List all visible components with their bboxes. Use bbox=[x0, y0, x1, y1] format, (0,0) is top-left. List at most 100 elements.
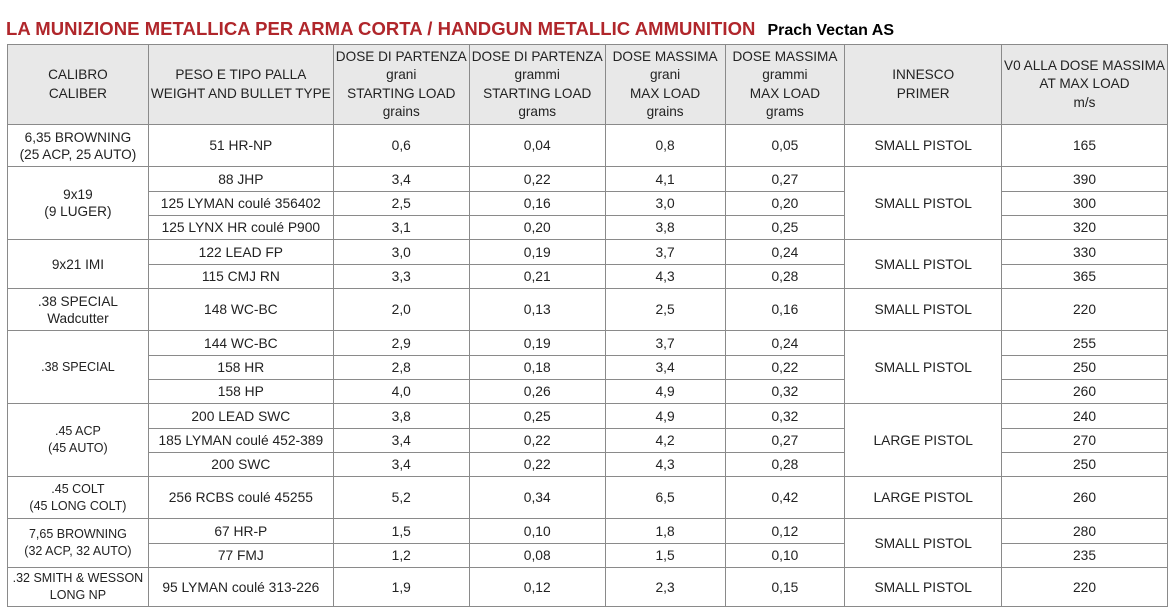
bullet-cell: 144 WC-BC bbox=[147, 330, 334, 356]
header-start-grains: DOSE DI PARTENZA grani STARTING LOAD grains bbox=[332, 44, 470, 125]
bullet-cell: 115 CMJ RN bbox=[147, 264, 334, 289]
max-grains-cell: 3,4 bbox=[604, 355, 726, 380]
header-line: DOSE MASSIMA bbox=[732, 48, 838, 64]
max-grams-cell: 0,16 bbox=[724, 288, 846, 331]
velocity-cell: 220 bbox=[1001, 567, 1168, 607]
velocity-cell: 280 bbox=[1001, 518, 1168, 544]
max-grains-cell: 0,8 bbox=[604, 124, 726, 167]
header-line: AT MAX LOAD bbox=[1039, 76, 1130, 92]
primer-cell: SMALL PISTOL bbox=[844, 239, 1002, 289]
start-grams-cell: 0,25 bbox=[468, 403, 606, 429]
caliber-line: (9 LUGER) bbox=[44, 204, 112, 219]
start-grains-cell: 0,6 bbox=[332, 124, 470, 167]
caliber-cell: .32 SMITH & WESSON LONG NP bbox=[7, 567, 149, 607]
velocity-cell: 235 bbox=[1001, 543, 1168, 568]
caliber-line: .38 SPECIAL bbox=[37, 293, 118, 309]
table-row: 77 FMJ 1,2 0,08 1,5 0,10 235 bbox=[8, 543, 1168, 568]
caliber-line: 9x19 bbox=[63, 187, 93, 202]
header-line: grammi bbox=[514, 67, 560, 83]
header-velocity: V0 ALLA DOSE MASSIMA AT MAX LOAD m/s bbox=[1001, 44, 1168, 125]
start-grains-cell: 3,8 bbox=[332, 403, 470, 429]
max-grains-cell: 1,5 bbox=[604, 543, 726, 568]
header-line: grains bbox=[382, 103, 420, 119]
header-line: V0 ALLA DOSE MASSIMA bbox=[1004, 58, 1165, 74]
start-grains-cell: 3,1 bbox=[332, 215, 470, 240]
header-line: STARTING LOAD bbox=[483, 85, 592, 101]
start-grams-cell: 0,34 bbox=[468, 476, 606, 519]
max-grams-cell: 0,32 bbox=[724, 379, 846, 404]
table-row: .38 SPECIAL 144 WC-BC 2,9 0,19 3,7 0,24 SMALL … bbox=[7, 330, 1168, 404]
start-grams-cell: 0,08 bbox=[468, 543, 606, 568]
start-grains-cell: 1,2 bbox=[332, 543, 470, 568]
start-grains-cell: 3,4 bbox=[332, 428, 470, 453]
page-title: LA MUNIZIONE METALLICA PER ARMA CORTA / … bbox=[6, 18, 756, 39]
max-grains-cell: 2,5 bbox=[604, 288, 726, 331]
primer-cell: LARGE PISTOL bbox=[844, 476, 1002, 519]
ammunition-table: CALIBRO CALIBER PESO E TIPO PALLA WEIGHT AN… bbox=[7, 44, 1168, 607]
max-grains-cell: 4,3 bbox=[604, 452, 726, 477]
table-body: 6,35 BROWNING (25 ACP, 25 AUTO) 51 HR-NP 0,… bbox=[7, 124, 1168, 607]
table-row: 125 LYMAN coulé 356402 2,5 0,16 3,0 0,20 300 bbox=[8, 191, 1168, 216]
table-row: 158 HR 2,8 0,18 3,4 0,22 250 bbox=[8, 355, 1168, 380]
header-primer: INNESCO PRIMER bbox=[844, 44, 1002, 125]
start-grains-cell: 3,4 bbox=[332, 452, 470, 477]
bullet-cell: 67 HR-P bbox=[147, 518, 334, 544]
velocity-cell: 300 bbox=[1001, 191, 1168, 216]
velocity-cell: 220 bbox=[1001, 288, 1168, 331]
table-row: 125 LYNX HR coulé P900 3,1 0,20 3,8 0,25 320 bbox=[8, 215, 1168, 240]
caliber-cell: .38 SPECIAL bbox=[7, 330, 149, 404]
header-caliber: CALIBRO CALIBER bbox=[7, 44, 149, 125]
table-row: 6,35 BROWNING (25 ACP, 25 AUTO) 51 HR-NP 0,… bbox=[7, 124, 1168, 167]
velocity-cell: 260 bbox=[1001, 379, 1168, 404]
caliber-line: 7,65 BROWNING bbox=[28, 527, 127, 541]
start-grains-cell: 2,9 bbox=[332, 330, 470, 356]
bullet-cell: 77 FMJ bbox=[147, 543, 334, 568]
header-line: CALIBER bbox=[48, 85, 107, 101]
velocity-cell: 255 bbox=[1001, 330, 1168, 356]
header-line: STARTING LOAD bbox=[347, 85, 456, 101]
primer-cell: LARGE PISTOL bbox=[844, 403, 1002, 477]
start-grains-cell: 3,0 bbox=[332, 239, 470, 265]
max-grains-cell: 6,5 bbox=[604, 476, 726, 519]
bullet-cell: 88 JHP bbox=[147, 166, 334, 192]
start-grams-cell: 0,26 bbox=[468, 379, 606, 404]
caliber-cell: .45 ACP (45 AUTO) bbox=[7, 403, 149, 477]
primer-cell: SMALL PISTOL bbox=[844, 330, 1002, 404]
table-row: 7,65 BROWNING (32 ACP, 32 AUTO) 67 HR-P 1,5… bbox=[7, 518, 1168, 568]
start-grams-cell: 0,16 bbox=[468, 191, 606, 216]
velocity-cell: 320 bbox=[1001, 215, 1168, 240]
header-line: PRIMER bbox=[896, 85, 950, 101]
max-grains-cell: 3,0 bbox=[604, 191, 726, 216]
start-grains-cell: 2,8 bbox=[332, 355, 470, 380]
header-line: grani bbox=[649, 67, 681, 83]
bullet-cell: 125 LYNX HR coulé P900 bbox=[147, 215, 334, 240]
velocity-cell: 260 bbox=[1001, 476, 1168, 519]
max-grams-cell: 0,24 bbox=[724, 239, 846, 265]
start-grams-cell: 0,21 bbox=[468, 264, 606, 289]
velocity-cell: 270 bbox=[1001, 428, 1168, 453]
start-grams-cell: 0,04 bbox=[468, 124, 606, 167]
start-grains-cell: 1,9 bbox=[332, 567, 470, 607]
table-row: 158 HP 4,0 0,26 4,9 0,32 260 bbox=[8, 379, 1168, 404]
bullet-cell: 95 LYMAN coulé 313-226 bbox=[147, 567, 334, 607]
table-row: .45 ACP (45 AUTO) 200 LEAD SWC 3,8 0,25 4,9 0,… bbox=[7, 403, 1168, 477]
primer-cell: SMALL PISTOL bbox=[844, 288, 1002, 331]
velocity-cell: 365 bbox=[1001, 264, 1168, 289]
header-line: INNESCO bbox=[892, 67, 955, 83]
caliber-cell: 9x19 (9 LUGER) bbox=[7, 166, 149, 240]
caliber-line: .38 SPECIAL bbox=[41, 359, 115, 374]
header-line: DOSE DI PARTENZA bbox=[471, 48, 603, 64]
velocity-cell: 390 bbox=[1001, 166, 1168, 192]
start-grams-cell: 0,18 bbox=[468, 355, 606, 380]
max-grams-cell: 0,10 bbox=[724, 543, 846, 568]
table-row: 9x21 IMI 122 LEAD FP 3,0 0,19 3,7 0,24 SMALL P… bbox=[7, 239, 1168, 289]
max-grams-cell: 0,42 bbox=[724, 476, 846, 519]
start-grams-cell: 0,19 bbox=[468, 239, 606, 265]
max-grains-cell: 4,2 bbox=[604, 428, 726, 453]
max-grains-cell: 2,3 bbox=[604, 567, 726, 607]
max-grams-cell: 0,22 bbox=[724, 355, 846, 380]
start-grains-cell: 3,3 bbox=[332, 264, 470, 289]
velocity-cell: 250 bbox=[1001, 355, 1168, 380]
velocity-cell: 240 bbox=[1001, 403, 1168, 429]
max-grains-cell: 4,9 bbox=[604, 403, 726, 429]
